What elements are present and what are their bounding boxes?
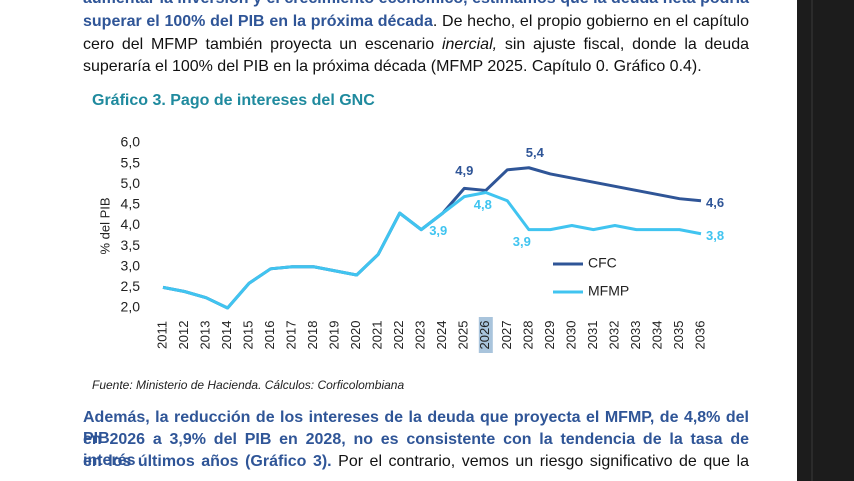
text-line: aumentar la inversión y el crecimiento e…: [83, 0, 749, 9]
source-note: Fuente: Ministerio de Hacienda. Cálculos…: [92, 378, 405, 392]
x-tick-label: 2021: [370, 321, 385, 350]
x-tick-label: 2013: [197, 321, 212, 350]
text-run: en 2026 a 3,9% del PIB en 2028, no es co…: [83, 431, 749, 469]
x-tick-label: 2026: [477, 321, 492, 350]
y-tick-label: 6,0: [121, 134, 141, 150]
y-tick-label: 3,0: [121, 257, 141, 273]
x-tick-label: 2024: [434, 321, 449, 350]
x-tick-label: 2016: [262, 321, 277, 350]
x-tick-label: 2012: [176, 321, 191, 350]
y-tick-label: 4,0: [121, 216, 141, 232]
x-tick-label: 2028: [520, 321, 535, 350]
text-run: sin ajuste fiscal, donde la deuda: [497, 36, 750, 53]
x-tick-label: 2015: [241, 321, 256, 350]
chart-title: Gráfico 3. Pago de intereses del GNC: [92, 92, 375, 109]
legend-label: MFMP: [588, 283, 629, 299]
text-line: superar el 100% del PIB en la próxima dé…: [83, 11, 749, 32]
text-line: cero del MFMP también proyecta un escena…: [83, 34, 749, 55]
text-run: Por el contrario, vemos un riesgo signif…: [331, 453, 749, 470]
data-label: 3,9: [513, 234, 531, 249]
x-tick-label: 2035: [671, 321, 686, 350]
y-tick-label: 2,5: [121, 278, 141, 294]
x-tick-label: 2022: [391, 321, 406, 350]
x-tick-label: 2023: [413, 321, 428, 350]
x-tick-label: 2014: [219, 321, 234, 350]
legend-label: CFC: [588, 255, 617, 271]
text-run: aumentar la inversión y el crecimiento e…: [83, 0, 749, 7]
text-run: en los últimos años (Gráfico 3).: [83, 453, 332, 470]
y-tick-label: 4,5: [121, 196, 141, 212]
text-line: superaría el 100% del PIB en la próxima …: [83, 56, 749, 77]
text-line: Además, la reducción de los intereses de…: [83, 407, 749, 447]
x-tick-label: 2025: [456, 321, 471, 350]
x-tick-label: 2034: [649, 321, 664, 350]
x-tick-label: 2017: [284, 321, 299, 350]
viewer-margin: [797, 0, 854, 481]
data-label: 3,9: [429, 223, 447, 238]
series-line: [162, 191, 702, 310]
text-run: . De hecho, el propio gobierno en el cap…: [432, 13, 749, 30]
text-line: en los últimos años (Gráfico 3). Por el …: [83, 451, 749, 472]
x-tick-label: 2019: [327, 321, 342, 350]
y-axis-label: % del PIB: [97, 197, 112, 254]
x-tick-label: 2011: [154, 321, 169, 349]
x-tick-label: 2036: [692, 321, 707, 350]
text-run: superaría el 100% del PIB en la próxima …: [83, 58, 702, 75]
y-tick-label: 5,0: [121, 175, 141, 191]
x-tick-label: 2030: [563, 321, 578, 350]
text-run: Además, la reducción de los intereses de…: [83, 409, 749, 447]
data-label: 4,9: [455, 163, 473, 178]
data-label: 5,4: [526, 145, 545, 160]
text-run: cero del MFMP también proyecta un escena…: [83, 36, 442, 53]
data-label: 4,8: [474, 197, 492, 212]
x-tick-label: 2032: [606, 321, 621, 350]
text-run: inercial,: [441, 36, 498, 53]
x-tick-label: 2018: [305, 321, 320, 350]
x-tick-label: 2029: [542, 321, 557, 350]
x-tick-label: 2031: [585, 321, 600, 350]
text-run: superar el 100% del PIB en la próxima dé…: [83, 13, 433, 30]
data-label: 4,6: [706, 195, 724, 210]
text-line: en 2026 a 3,9% del PIB en 2028, no es co…: [83, 429, 749, 469]
category-highlight: [478, 317, 493, 353]
y-tick-label: 3,5: [121, 237, 141, 253]
y-tick-label: 5,5: [121, 154, 141, 170]
x-tick-label: 2027: [499, 321, 514, 350]
y-tick-label: 2,0: [121, 299, 141, 315]
x-tick-label: 2033: [628, 321, 643, 350]
x-tick-label: 2020: [348, 321, 363, 350]
data-label: 3,8: [706, 228, 724, 243]
